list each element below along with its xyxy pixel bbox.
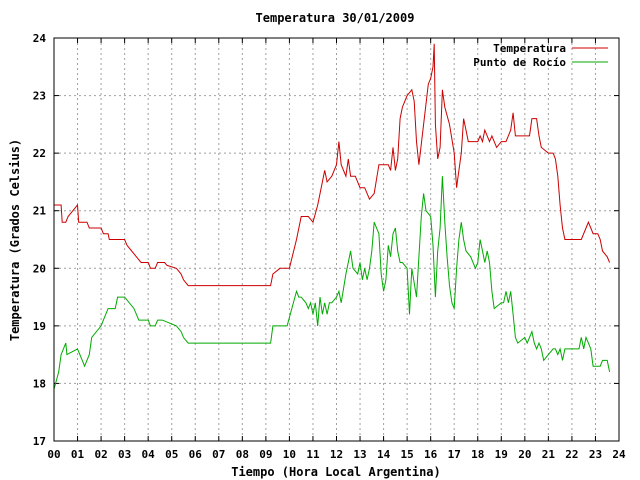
x-tick-label: 16 — [424, 448, 438, 461]
y-tick-label: 20 — [33, 262, 46, 275]
y-tick-label: 19 — [33, 320, 46, 333]
x-tick-label: 04 — [142, 448, 156, 461]
y-tick-label: 21 — [33, 205, 47, 218]
x-tick-label: 09 — [259, 448, 272, 461]
x-tick-label: 03 — [118, 448, 131, 461]
x-tick-label: 01 — [71, 448, 85, 461]
y-axis-label: Temperatura (Grados Celsius) — [8, 139, 22, 341]
x-tick-label: 20 — [518, 448, 531, 461]
y-tick-labels: 17 18 19 20 21 22 23 24 — [33, 32, 47, 448]
x-axis-label: Tiempo (Hora Local Argentina) — [231, 465, 441, 479]
x-tick-label: 19 — [495, 448, 508, 461]
x-tick-labels: 00 01 02 03 04 05 06 07 08 09 10 11 12 13 14 15 16 17 18 19… — [47, 448, 626, 461]
x-tick-label: 05 — [165, 448, 178, 461]
x-tick-label: 17 — [448, 448, 461, 461]
legend-label-0: Temperatura — [493, 42, 566, 55]
x-tick-label: 24 — [612, 448, 626, 461]
y-tick-label: 17 — [33, 435, 46, 448]
x-tick-label: 12 — [330, 448, 343, 461]
y-tick-label: 18 — [33, 377, 46, 390]
x-tick-label: 18 — [471, 448, 484, 461]
x-tick-label: 11 — [306, 448, 320, 461]
x-tick-label: 21 — [542, 448, 556, 461]
x-tick-label: 14 — [377, 448, 391, 461]
x-tick-label: 15 — [401, 448, 414, 461]
x-tick-label: 13 — [353, 448, 366, 461]
x-tick-label: 07 — [212, 448, 225, 461]
y-tick-label: 22 — [33, 147, 46, 160]
legend-label-1: Punto de Rocío — [473, 56, 566, 69]
series-line-0 — [54, 43, 611, 287]
x-tick-label: 10 — [283, 448, 296, 461]
y-tick-label: 24 — [33, 32, 47, 45]
chart-title: Temperatura 30/01/2009 — [256, 11, 415, 25]
plot-frame — [53, 37, 620, 442]
x-tick-label: 23 — [589, 448, 602, 461]
x-tick-label: 02 — [94, 448, 107, 461]
x-tick-label: 00 — [47, 448, 60, 461]
grid — [53, 37, 620, 442]
x-tick-label: 22 — [565, 448, 578, 461]
x-tick-label: 06 — [189, 448, 203, 461]
y-tick-label: 23 — [33, 90, 46, 103]
x-tick-label: 08 — [236, 448, 249, 461]
series-line-1 — [53, 176, 611, 390]
series-group — [53, 43, 611, 390]
